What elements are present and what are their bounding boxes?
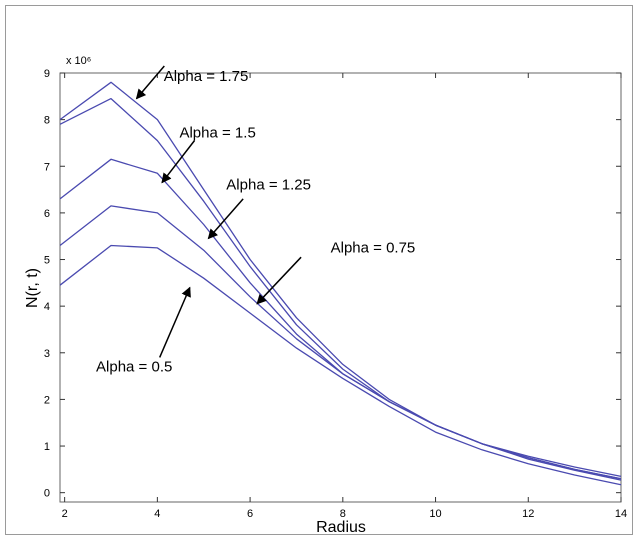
x-axis-label: Radius bbox=[316, 519, 366, 534]
annotation-label-alpha-1-25: Alpha = 1.25 bbox=[226, 177, 311, 194]
x-tick-label: 8 bbox=[340, 508, 346, 520]
y-axis-label: N(r, t) bbox=[24, 268, 41, 308]
series-line-alpha-1-75 bbox=[59, 81, 622, 481]
annotations: Alpha = 1.75 Alpha = 1.5 Alpha = 1.25 Alpha… bbox=[96, 65, 416, 375]
y-tick-label: 5 bbox=[44, 255, 50, 267]
annotation-arrow-alpha-1-75 bbox=[135, 65, 165, 100]
x-tick-label: 2 bbox=[62, 508, 68, 520]
y-tick-label: 9 bbox=[44, 68, 50, 80]
x-tick-label: 6 bbox=[247, 508, 253, 520]
annotation-arrow-alpha-0-75 bbox=[256, 256, 302, 305]
x-tick-label: 12 bbox=[522, 508, 534, 520]
annotation-label-alpha-1-5: Alpha = 1.5 bbox=[179, 124, 255, 141]
x-tick-label: 10 bbox=[429, 508, 441, 520]
y-tick-label: 2 bbox=[44, 394, 50, 406]
y-tick-label: 4 bbox=[44, 301, 50, 313]
y-tick-label: 8 bbox=[44, 115, 50, 127]
y-tick-label: 0 bbox=[44, 488, 50, 500]
y-tick-label: 6 bbox=[44, 208, 50, 220]
plot-area bbox=[59, 72, 622, 503]
annotation-arrow-alpha-1-5 bbox=[161, 140, 196, 184]
x-tick-label: 14 bbox=[615, 508, 627, 520]
annotation-label-alpha-0-75: Alpha = 0.75 bbox=[331, 240, 416, 257]
y-tick-label: 3 bbox=[44, 348, 50, 360]
annotation-arrow-alpha-0-5 bbox=[158, 286, 191, 358]
annotation-arrow-alpha-1-25 bbox=[207, 198, 244, 240]
series-line-alpha-0-5 bbox=[59, 244, 622, 486]
annotation-label-alpha-0-5: Alpha = 0.5 bbox=[96, 358, 172, 375]
y-tick-label: 1 bbox=[44, 441, 50, 453]
series-lines bbox=[59, 81, 622, 486]
y-tick-label: 7 bbox=[44, 161, 50, 173]
y-multiplier-label: x 10⁶ bbox=[66, 55, 91, 67]
figure-frame: 2 4 6 8 10 12 14 0 1 2 3 4 5 6 7 8 9 Alpha = 1.75 Alpha =… bbox=[5, 5, 633, 535]
series-line-alpha-0-75 bbox=[59, 205, 622, 480]
annotation-label-alpha-1-75: Alpha = 1.75 bbox=[164, 68, 249, 85]
x-tick-label: 4 bbox=[154, 508, 160, 520]
